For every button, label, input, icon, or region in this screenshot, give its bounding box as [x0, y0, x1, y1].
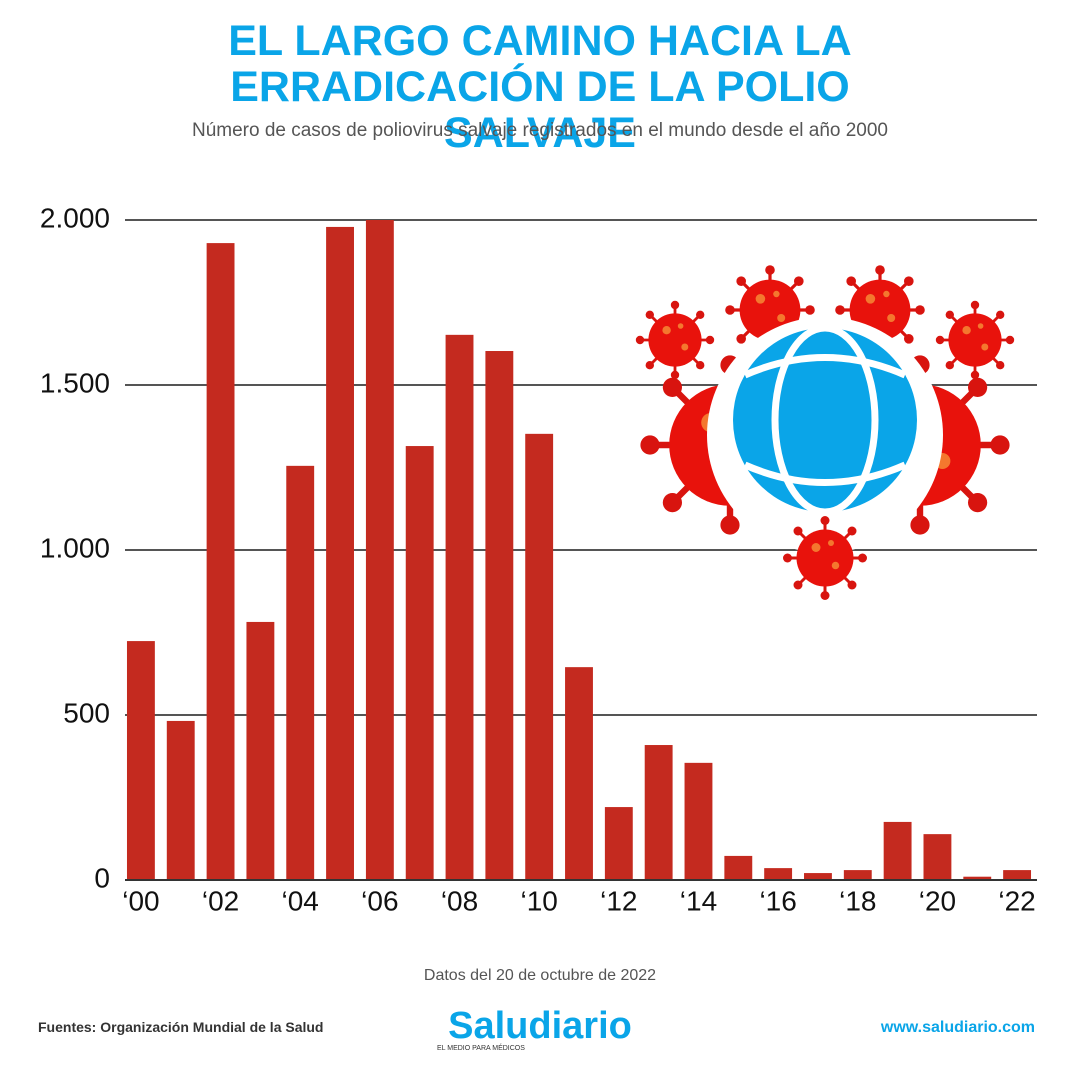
bar — [286, 465, 315, 880]
bar — [405, 446, 434, 880]
x-tick-label: ‘18 — [839, 885, 876, 916]
x-tick-label: ‘22 — [998, 885, 1035, 916]
x-tick-label: ‘20 — [919, 885, 956, 916]
brand: Saludiario — [448, 1005, 632, 1047]
x-tick-label: ‘16 — [759, 885, 796, 916]
source: Fuentes: Organización Mundial de la Salu… — [38, 1019, 323, 1035]
bar — [326, 226, 354, 880]
y-tick-label: 1.500 — [40, 367, 110, 398]
bar — [445, 334, 474, 881]
x-tick-label: ‘08 — [441, 885, 478, 916]
virus-illustration — [634, 263, 1016, 602]
y-tick-label: 500 — [63, 697, 110, 728]
x-tick-label: ‘02 — [202, 885, 239, 916]
chart-subtitle: Número de casos de poliovirus salvaje re… — [191, 120, 889, 141]
bar — [883, 821, 912, 880]
bar — [485, 351, 514, 880]
bar — [604, 807, 633, 880]
bar — [206, 243, 235, 881]
x-tick-label: ‘12 — [600, 885, 637, 916]
tagline: EL MEDIO PARA MÉDICOS — [437, 1043, 525, 1052]
y-tick-label: 1.000 — [40, 532, 110, 563]
bar — [1003, 870, 1032, 880]
bar — [684, 762, 713, 880]
bar — [166, 720, 195, 880]
x-tick-label: ‘04 — [282, 885, 319, 916]
x-tick-label: ‘10 — [520, 885, 557, 916]
bar — [923, 834, 952, 880]
bar — [644, 745, 673, 880]
bar — [565, 667, 593, 880]
y-tick-label: 2.000 — [40, 202, 110, 233]
note: Datos del 20 de octubre de 2022 — [424, 967, 656, 984]
bar — [365, 220, 394, 880]
url: www.saludiario.com — [880, 1019, 1035, 1036]
y-tick-label: 0 — [94, 862, 110, 893]
bar — [843, 870, 872, 880]
bar — [804, 873, 832, 880]
x-tick-label: ‘06 — [361, 885, 398, 916]
x-tick-label: ‘00 — [122, 885, 159, 916]
chart-title: EL LARGO CAMINO HACIA LA ERRADICACIÓN DE… — [228, 17, 852, 157]
bar — [246, 621, 275, 880]
bar — [764, 868, 793, 880]
x-tick-label: ‘14 — [680, 885, 717, 916]
bar — [525, 433, 554, 880]
bar — [126, 641, 155, 880]
bar — [724, 855, 753, 880]
bar — [963, 876, 992, 880]
